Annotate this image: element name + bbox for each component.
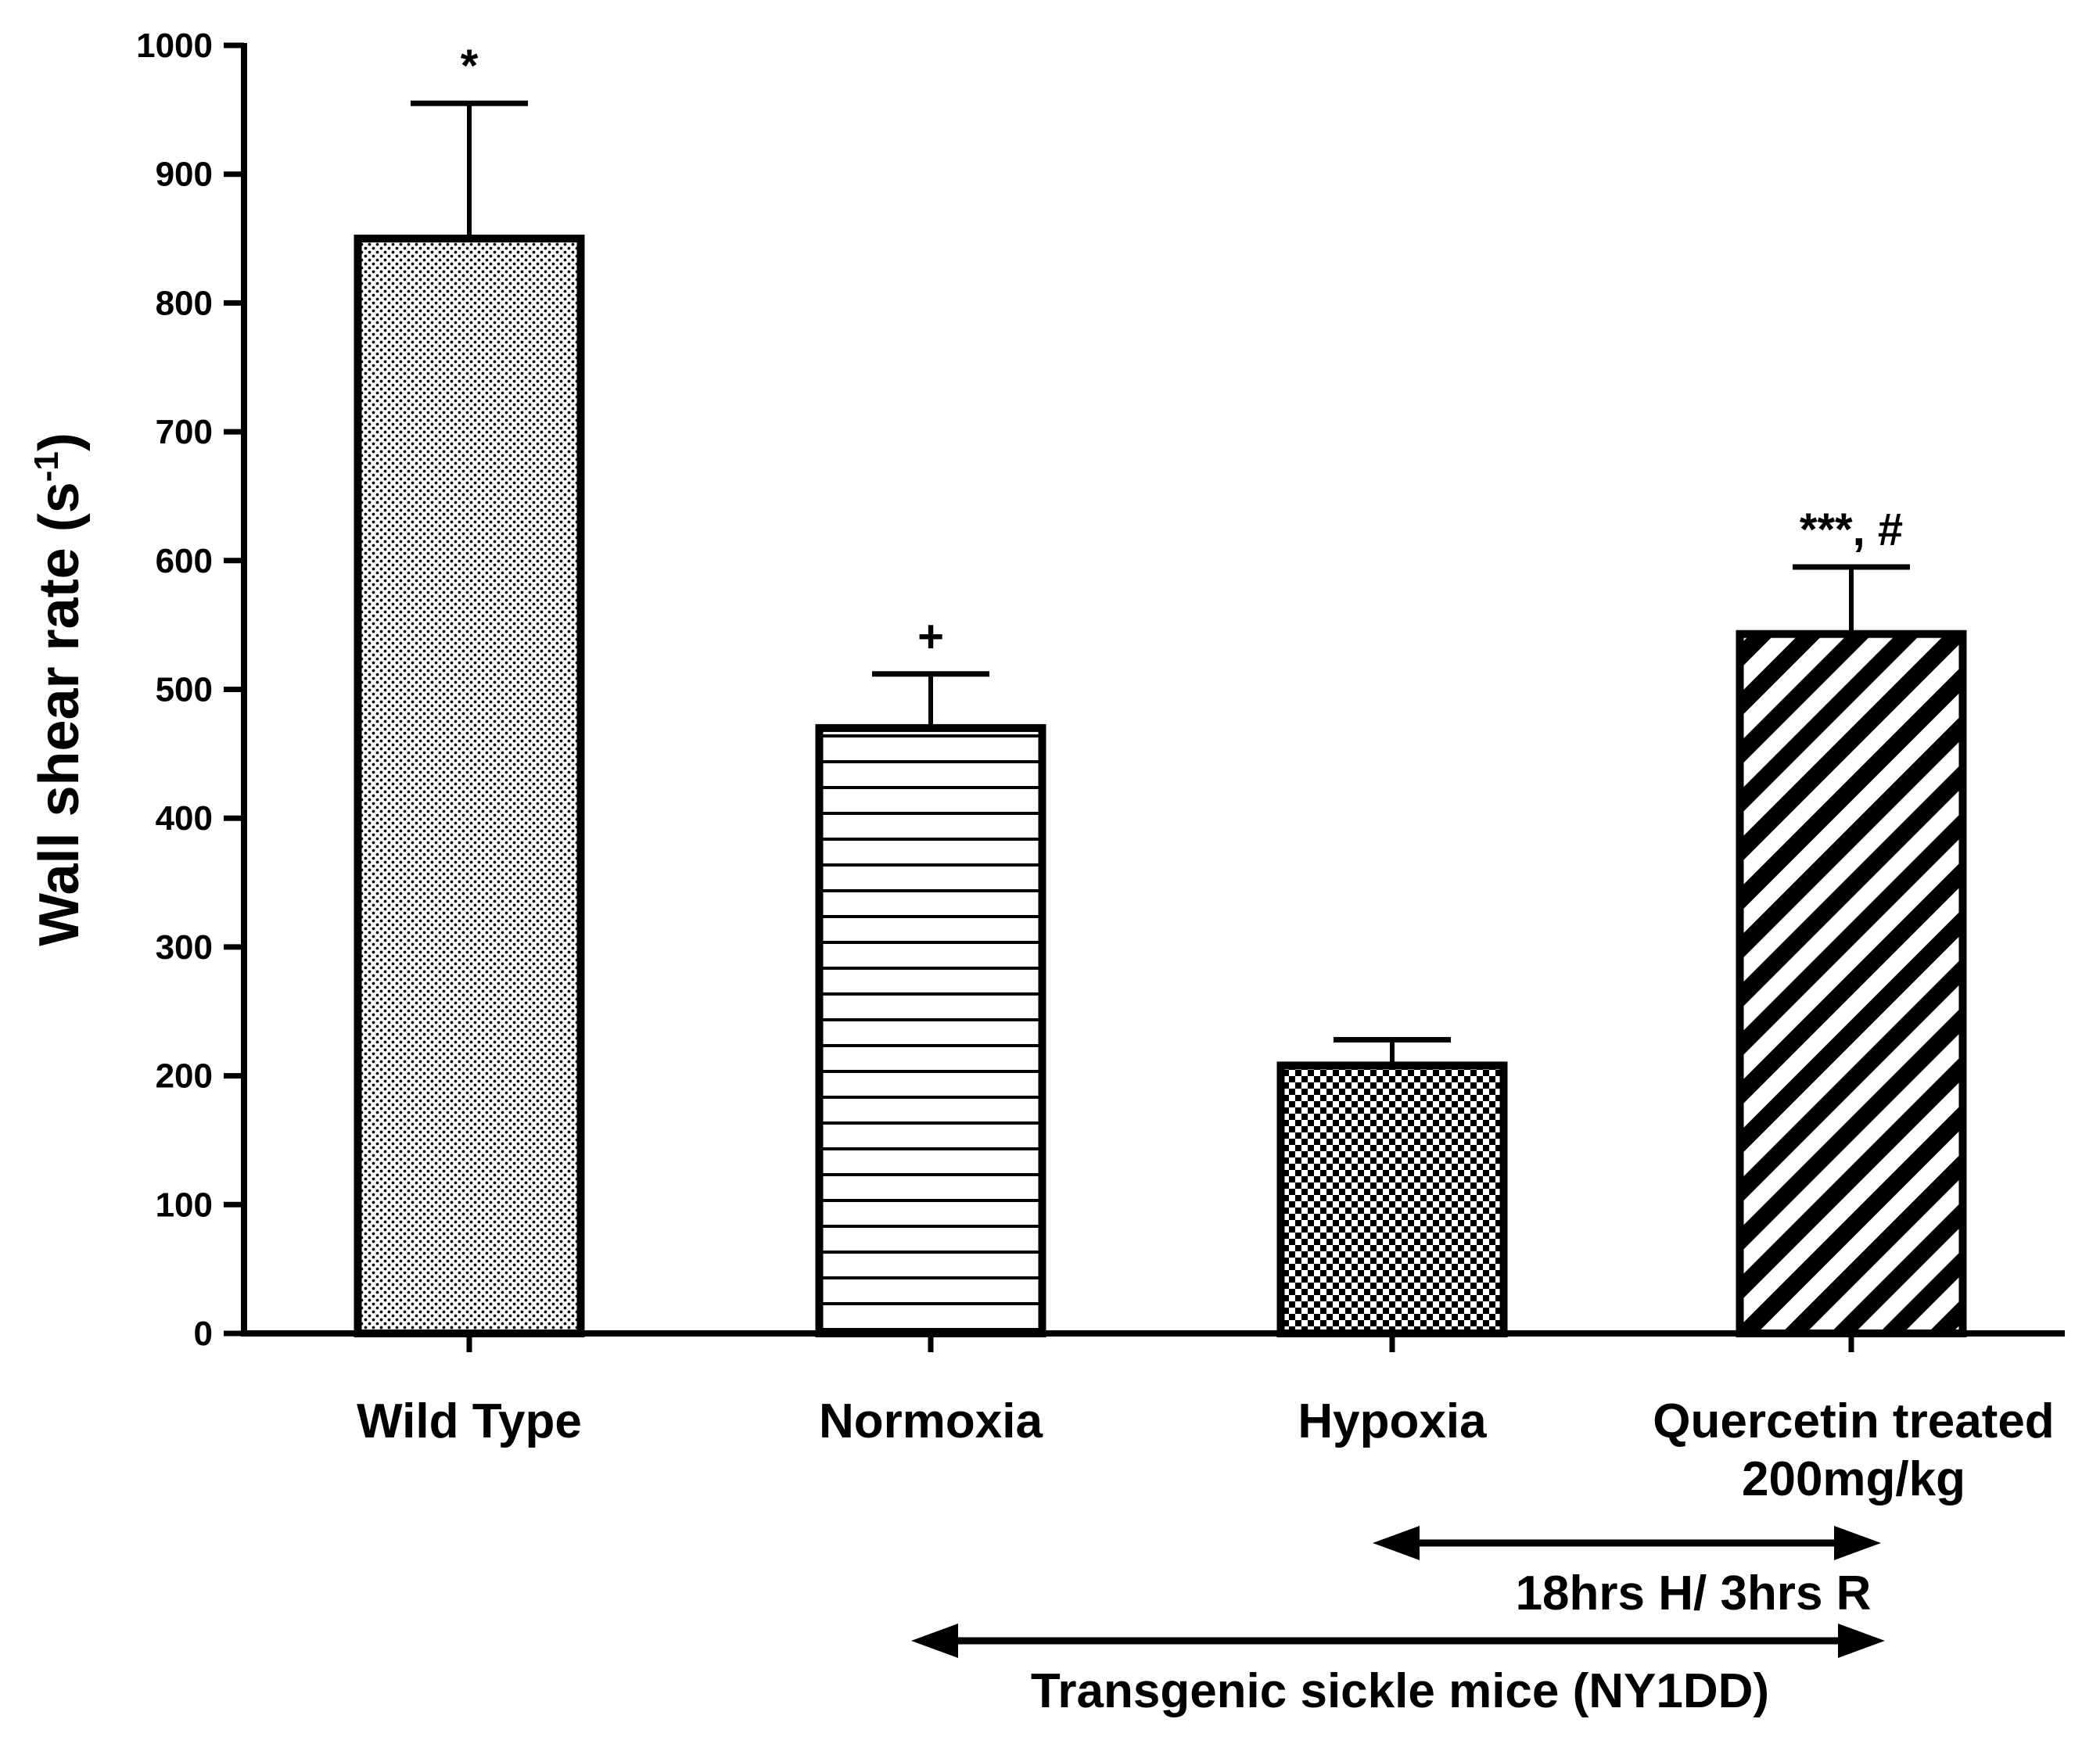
y-tick-label: 300 — [156, 928, 213, 967]
bar — [815, 723, 1046, 1337]
y-tick-label: 700 — [156, 413, 213, 451]
category-label: Wild Type — [357, 1394, 582, 1448]
sickle-mice-arrow-head-right — [1838, 1624, 1885, 1658]
y-tick-label: 200 — [156, 1057, 213, 1096]
significance-marker: ***, # — [1800, 504, 1903, 555]
y-tick-label: 500 — [156, 671, 213, 709]
hypoxia-arrow-head-left — [1373, 1526, 1420, 1560]
category-label-line2: 200mg/kg — [1742, 1452, 1965, 1506]
y-axis-label: Wall shear rate (s-1) — [27, 432, 91, 946]
y-tick-label: 600 — [156, 542, 213, 580]
bar — [1736, 630, 1967, 1337]
category-label: Hypoxia — [1298, 1394, 1487, 1448]
hypoxia-arrow-head-right — [1834, 1526, 1881, 1560]
sickle-mice-arrow-head-left — [911, 1624, 958, 1658]
sickle-mice-range-label: Transgenic sickle mice (NY1DD) — [1031, 1664, 1769, 1718]
hypoxia-range-label: 18hrs H/ 3hrs R — [1516, 1566, 1872, 1620]
bar — [354, 235, 585, 1337]
category-label: Quercetin treated — [1653, 1394, 2054, 1448]
significance-marker: + — [917, 612, 944, 662]
y-tick-label: 0 — [194, 1315, 213, 1353]
y-tick-label: 1000 — [136, 27, 213, 65]
bars: * + ***, # — [354, 41, 1967, 1337]
y-tick-label: 800 — [156, 284, 213, 322]
y-tick-label: 900 — [156, 156, 213, 194]
category-label: Normoxia — [819, 1394, 1043, 1448]
category-labels: Wild Type Normoxia Hypoxia Quercetin treate… — [357, 1394, 2055, 1506]
annotations: 18hrs H/ 3hrs R Transgenic sickle mice (N… — [911, 1526, 1885, 1718]
significance-marker: * — [461, 41, 479, 92]
bar — [1276, 1061, 1508, 1337]
y-tick-label: 100 — [156, 1186, 213, 1224]
y-tick-label: 400 — [156, 799, 213, 838]
